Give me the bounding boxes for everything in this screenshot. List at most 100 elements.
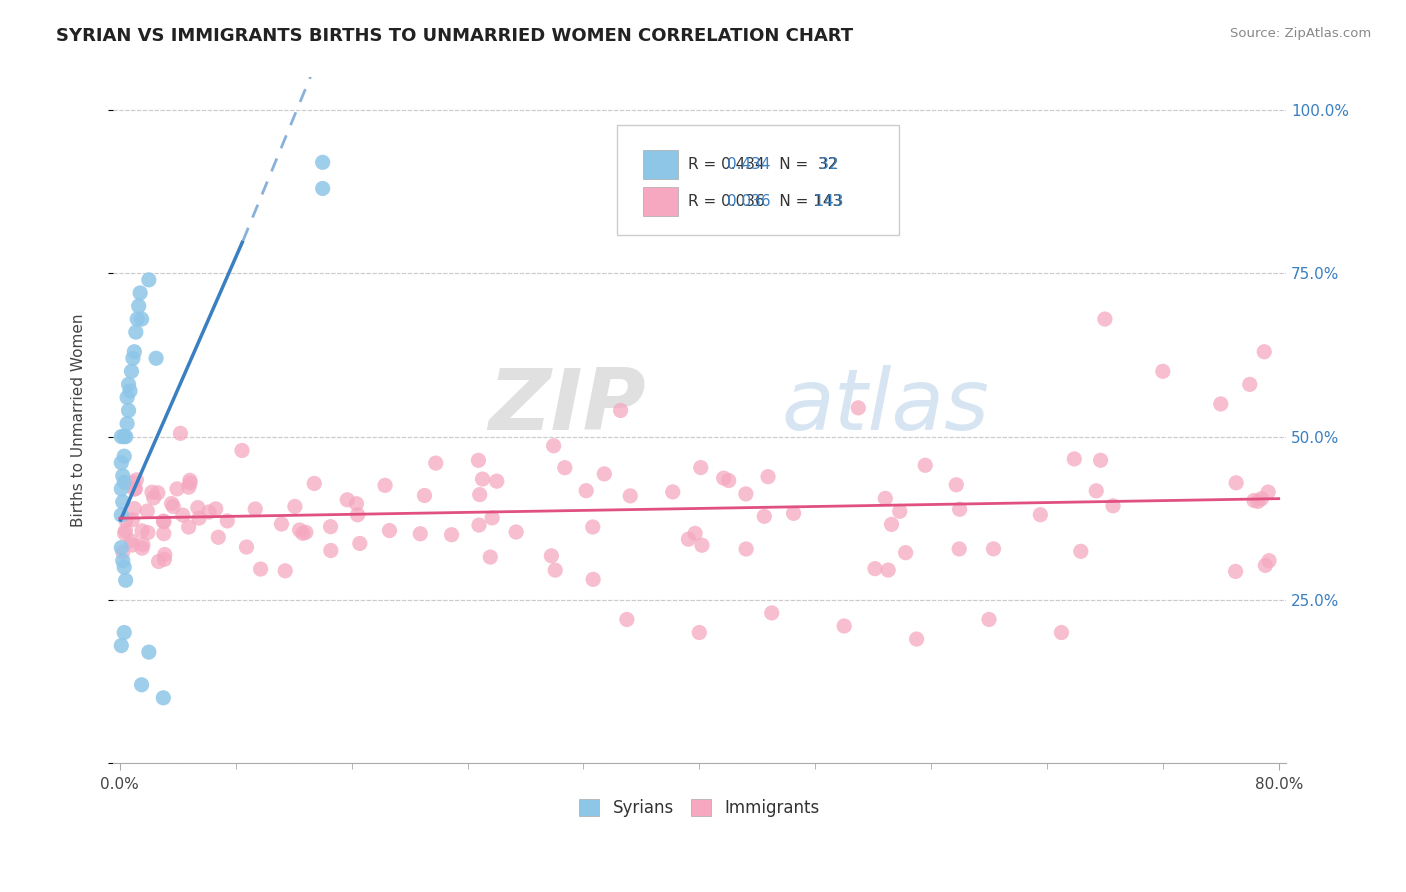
Point bbox=[1029, 508, 1052, 522]
Point bbox=[204, 501, 226, 516]
Point bbox=[582, 573, 605, 587]
Point bbox=[198, 505, 221, 519]
Point bbox=[889, 504, 911, 518]
Point bbox=[471, 472, 494, 486]
FancyBboxPatch shape bbox=[643, 187, 678, 216]
Point bbox=[188, 511, 211, 525]
Point bbox=[132, 538, 155, 552]
Point bbox=[761, 606, 783, 620]
Point bbox=[217, 514, 239, 528]
Point bbox=[124, 482, 146, 496]
Point bbox=[114, 524, 136, 538]
Point bbox=[1090, 453, 1112, 467]
Point bbox=[145, 351, 167, 366]
Point bbox=[153, 552, 176, 566]
Point bbox=[1225, 565, 1247, 579]
Point bbox=[894, 546, 917, 560]
Point bbox=[683, 526, 706, 541]
Point bbox=[1225, 475, 1247, 490]
Point bbox=[875, 491, 897, 506]
Point bbox=[131, 312, 153, 326]
FancyBboxPatch shape bbox=[643, 150, 678, 179]
Point bbox=[782, 506, 804, 520]
Point bbox=[467, 453, 489, 467]
Point bbox=[115, 417, 138, 431]
Point bbox=[880, 517, 903, 532]
Point bbox=[153, 548, 176, 562]
Point bbox=[121, 538, 143, 552]
Point bbox=[544, 563, 567, 577]
Point bbox=[146, 485, 169, 500]
Point bbox=[983, 541, 1005, 556]
Point bbox=[153, 515, 176, 529]
Text: SYRIAN VS IMMIGRANTS BIRTHS TO UNMARRIED WOMEN CORRELATION CHART: SYRIAN VS IMMIGRANTS BIRTHS TO UNMARRIED… bbox=[56, 27, 853, 45]
Point bbox=[713, 471, 735, 485]
Point bbox=[138, 645, 160, 659]
Point bbox=[1239, 377, 1261, 392]
Point bbox=[179, 475, 201, 490]
Point bbox=[311, 181, 333, 195]
Point bbox=[863, 561, 886, 575]
Text: ZIP: ZIP bbox=[488, 365, 645, 448]
Point bbox=[235, 540, 257, 554]
Point bbox=[717, 474, 740, 488]
Point bbox=[112, 449, 135, 463]
Point bbox=[832, 619, 855, 633]
Point bbox=[1070, 544, 1092, 558]
Point bbox=[678, 532, 700, 546]
Point bbox=[1063, 452, 1085, 467]
Point bbox=[114, 574, 136, 588]
Point bbox=[425, 456, 447, 470]
Point bbox=[112, 475, 135, 490]
Point bbox=[110, 508, 132, 522]
Point bbox=[295, 525, 318, 540]
Point bbox=[609, 403, 631, 417]
Point bbox=[270, 516, 292, 531]
Point bbox=[619, 489, 641, 503]
Point bbox=[468, 518, 491, 533]
Point bbox=[166, 482, 188, 496]
Point bbox=[111, 468, 134, 483]
Point bbox=[115, 513, 138, 527]
Point bbox=[688, 625, 710, 640]
Point bbox=[582, 520, 605, 534]
Point bbox=[118, 384, 141, 398]
Point bbox=[112, 429, 135, 443]
Point bbox=[124, 482, 146, 496]
Point bbox=[349, 536, 371, 550]
Point bbox=[877, 563, 900, 577]
Text: 0.036         143: 0.036 143 bbox=[688, 194, 844, 209]
Point bbox=[949, 502, 972, 516]
Point bbox=[111, 545, 134, 559]
Point bbox=[141, 485, 163, 500]
Point bbox=[440, 527, 463, 541]
Point bbox=[284, 500, 307, 514]
Point bbox=[304, 476, 326, 491]
Point bbox=[543, 439, 565, 453]
Point bbox=[945, 478, 967, 492]
Text: 0.434          32: 0.434 32 bbox=[688, 157, 838, 172]
Point bbox=[117, 403, 139, 417]
Point bbox=[593, 467, 616, 481]
Point bbox=[122, 475, 145, 490]
Point bbox=[735, 541, 758, 556]
Point bbox=[124, 344, 146, 359]
Point bbox=[111, 495, 134, 509]
Point bbox=[1152, 364, 1174, 378]
Point bbox=[554, 460, 576, 475]
Point bbox=[661, 484, 683, 499]
Point bbox=[948, 541, 970, 556]
Point bbox=[110, 541, 132, 555]
Point bbox=[1243, 493, 1265, 508]
Point bbox=[121, 513, 143, 527]
Point bbox=[152, 514, 174, 528]
Point bbox=[131, 524, 153, 538]
Point bbox=[1253, 344, 1275, 359]
Point bbox=[187, 500, 209, 515]
Point bbox=[110, 639, 132, 653]
Point bbox=[540, 549, 562, 563]
Point bbox=[172, 508, 194, 523]
Point bbox=[112, 625, 135, 640]
Point bbox=[112, 560, 135, 574]
Point bbox=[125, 325, 148, 339]
